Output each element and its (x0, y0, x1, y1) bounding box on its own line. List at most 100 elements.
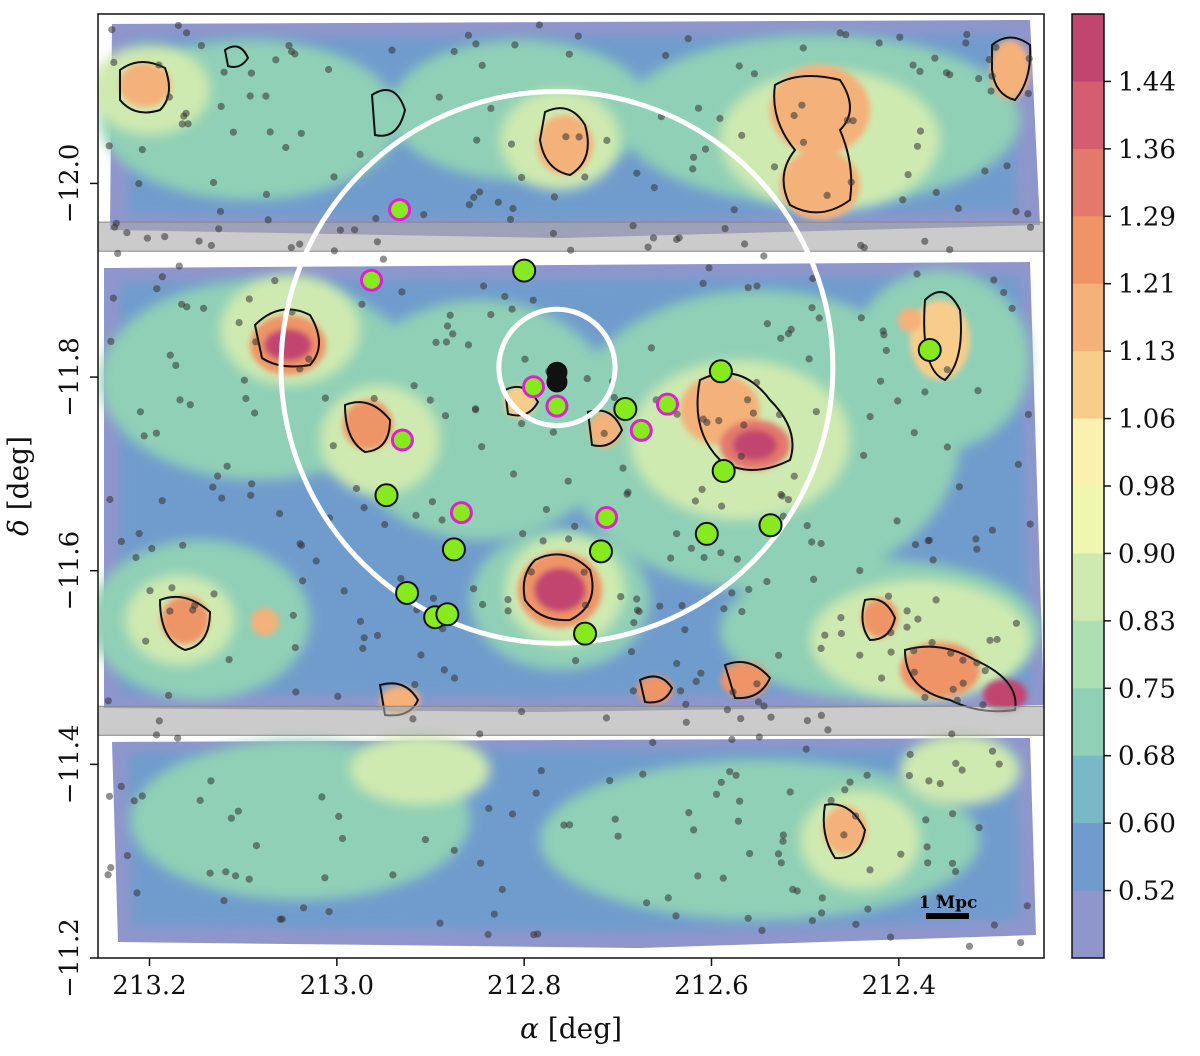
colorbar-segment (1072, 81, 1104, 150)
galaxy-dot (501, 292, 509, 301)
colorbar: 1.44 1.36 1.29 1.21 1.13 1.06 0.98 0.90 0.83 0.75… (1071, 13, 1176, 959)
galaxy-dot (787, 325, 795, 333)
galaxy-dot (936, 780, 944, 788)
galaxy-dot (421, 836, 429, 844)
y-axis-title: δ [deg] (2, 436, 35, 536)
galaxy-dot (798, 101, 806, 109)
galaxy-dot (602, 714, 611, 722)
galaxy-dot (195, 237, 203, 245)
galaxy-dot (550, 193, 559, 201)
galaxy-dot (715, 417, 723, 425)
galaxy-dot (272, 56, 280, 64)
galaxy-dot (117, 782, 125, 791)
colorbar-tick-label: 0.60 (1118, 809, 1176, 839)
member-magenta-marker (388, 198, 412, 222)
galaxy-dot (903, 623, 911, 631)
member-magenta-marker (595, 505, 619, 529)
galaxy-dot (148, 544, 156, 553)
galaxy-dot (329, 442, 337, 450)
galaxy-dot (600, 429, 608, 437)
galaxy-dot (572, 657, 580, 665)
galaxy-dot (973, 659, 981, 667)
galaxy-dot (168, 584, 176, 592)
galaxy-dot (464, 31, 472, 39)
galaxy-dot (943, 443, 952, 451)
galaxy-dot (518, 173, 526, 182)
galaxy-dot (909, 61, 917, 69)
galaxy-dot (924, 859, 932, 867)
galaxy-dot (223, 462, 231, 470)
galaxy-dot (511, 41, 519, 49)
galaxy-dot (179, 541, 187, 549)
galaxy-dot (247, 491, 255, 499)
galaxy-dot (158, 497, 166, 505)
galaxy-dot (866, 866, 874, 874)
galaxy-dot (965, 942, 974, 950)
galaxy-dot (690, 826, 698, 834)
galaxy-dot (684, 35, 692, 43)
galaxy-dot (183, 29, 191, 37)
galaxy-dot (542, 505, 551, 514)
galaxy-dot (824, 726, 832, 734)
galaxy-dot (373, 238, 381, 246)
galaxy-dot (763, 577, 771, 586)
member-green-marker (374, 483, 399, 508)
galaxy-dot (699, 279, 707, 287)
galaxy-dot (904, 171, 912, 179)
galaxy-dot (698, 485, 706, 493)
galaxy-dot (784, 496, 793, 504)
galaxy-dot (673, 530, 681, 538)
galaxy-dot (252, 842, 260, 850)
colorbar-segment (1072, 418, 1104, 487)
galaxy-dot (110, 58, 118, 66)
galaxy-dot (432, 338, 440, 346)
colorbar-segment (1072, 148, 1104, 217)
galaxy-dot (837, 614, 845, 622)
member-green-marker (694, 521, 719, 546)
galaxy-dot (464, 341, 473, 349)
galaxy-dot (539, 537, 547, 545)
y-axis: −11.2 −11.4 −11.6 −11.8 −12.0 (55, 144, 98, 998)
galaxy-dot (972, 535, 980, 543)
galaxy-dot (325, 908, 333, 916)
galaxy-dot (487, 311, 495, 319)
galaxy-dot (910, 668, 918, 676)
galaxy-dot (175, 262, 183, 270)
galaxy-dot (988, 747, 997, 755)
galaxy-dot (234, 807, 242, 815)
galaxy-dot (142, 637, 150, 645)
galaxy-dot (135, 180, 143, 188)
galaxy-dot (760, 702, 768, 710)
galaxy-dot (1008, 304, 1016, 312)
outer-radius-circle (278, 88, 836, 646)
galaxy-dot (803, 717, 812, 725)
galaxy-dot (837, 629, 846, 638)
galaxy-dot (420, 211, 428, 219)
galaxy-dot (884, 592, 893, 600)
member-green-marker (395, 580, 420, 605)
masked-band (98, 705, 1044, 736)
galaxy-dot (906, 750, 914, 759)
galaxy-dot (136, 408, 144, 416)
galaxy-dot (518, 708, 526, 716)
galaxy-dot (291, 50, 299, 58)
galaxy-dot (910, 429, 918, 437)
galaxy-dot (875, 39, 883, 47)
colorbar-tick-label: 0.83 (1118, 607, 1176, 637)
galaxy-dot (232, 872, 240, 880)
galaxy-dot (823, 191, 831, 199)
galaxy-dot (954, 204, 963, 212)
galaxy-dot (913, 142, 922, 150)
galaxy-dot (135, 530, 143, 538)
galaxy-dot (988, 72, 996, 80)
galaxy-dot (583, 375, 591, 383)
galaxy-dot (409, 715, 417, 723)
galaxy-dot (567, 246, 575, 254)
galaxy-dot (479, 600, 487, 609)
member-magenta-marker (545, 394, 569, 418)
galaxy-dot (755, 733, 763, 741)
galaxy-dot (336, 226, 344, 234)
scale-bar-line (926, 913, 969, 919)
galaxy-dot (132, 553, 140, 562)
galaxy-dot (1025, 55, 1033, 63)
